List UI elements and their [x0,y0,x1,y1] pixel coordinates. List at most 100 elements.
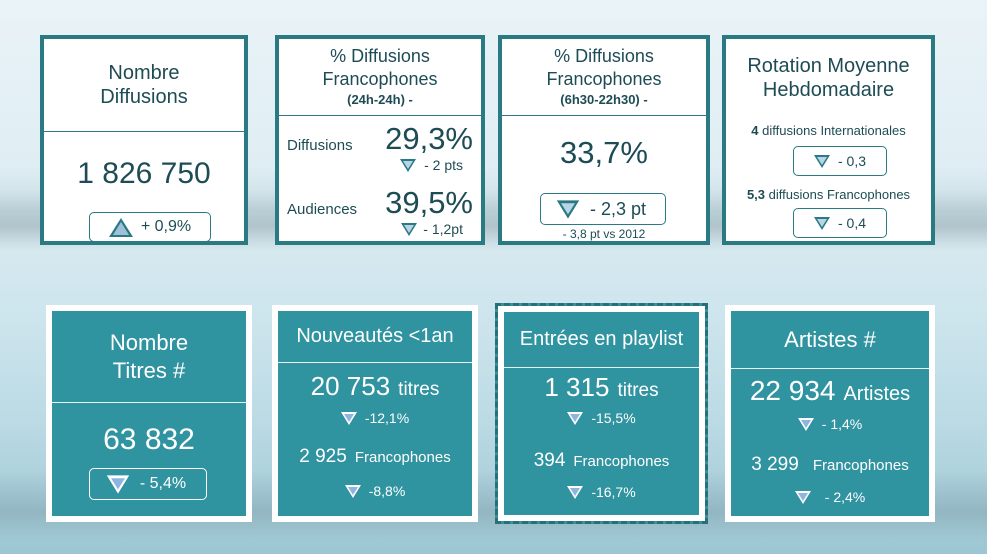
delta-value: -16,7% [591,484,636,500]
delta-value: - 1,4% [821,416,863,432]
secondary-unit: Francophones [812,457,909,474]
card-header: % Diffusions Francophones (6h30-22h30) - [502,39,706,116]
rotation-row-label: 4 diffusions Internationales [726,123,931,138]
card-title: % Diffusions [554,46,654,66]
card-title: Francophones [322,69,438,89]
comparison-note: - 3,8 pt vs 2012 [562,227,646,241]
secondary-unit: Francophones [354,449,451,466]
delta-value: -15,5% [591,410,636,426]
secondary-metric: 3 299 Francophones [731,454,929,476]
main-unit: titres [617,380,659,401]
card-title: Nouveautés <1an [296,325,454,347]
rotation-label: diffusions Francophones [768,187,911,202]
main-metric: 20 753 titres [278,371,472,402]
card-title: Francophones [546,69,662,89]
kpi-value: 1 826 750 [77,157,211,190]
arrow-up-icon [108,217,133,237]
delta-value: - 0,3 [837,153,866,169]
main-unit: titres [398,379,440,400]
secondary-metric: 2 925 Francophones [278,446,472,468]
main-metric: 22 934 Artistes [731,375,929,407]
delta-value: - 0,4 [837,215,866,231]
card-header: Rotation Moyenne Hebdomadaire [726,39,931,117]
delta-badge: - 2,3 pt [540,193,666,225]
row-value: 39,5% [385,185,473,220]
card-title: Titres # [112,357,186,383]
secondary-delta: -8,8% [278,483,472,499]
secondary-value: 3 299 [751,454,799,475]
card-header: Nouveautés <1an [278,311,472,363]
arrow-down-icon [813,216,830,230]
secondary-value: 2 925 [299,446,347,467]
card-title: Hebdomadaire [762,79,895,101]
main-value: 20 753 [310,371,391,401]
row-value: 29,3% [385,121,473,156]
delta-badge: - 5,4% [89,468,207,500]
card-nombre-diffusions: Nombre Diffusions 1 826 750 + 0,9% [40,35,248,245]
arrow-down-icon [797,417,814,431]
row-label: Audiences [287,201,358,218]
secondary-delta: -16,7% [498,484,705,500]
arrow-down-icon [567,485,584,499]
card-header: Artistes # [731,311,929,369]
card-title: Diffusions [100,86,188,108]
card-entrees-playlist[interactable]: Entrées en playlist 1 315 titres -15,5% 3… [495,303,708,524]
row-label: Diffusions [287,137,353,154]
arrow-down-icon [400,158,417,172]
delta-value: - 2 pts [424,157,463,173]
delta-badge: + 0,9% [89,212,211,242]
rotation-count: 5,3 [746,187,766,202]
row-delta: - 2 pts [400,157,463,173]
arrow-down-icon [556,199,580,219]
arrow-down-icon [344,484,361,498]
card-header: Nombre Titres # [52,311,246,403]
secondary-value: 394 [533,450,566,471]
delta-value: - 5,4% [139,475,187,492]
main-unit: Artistes [843,383,911,405]
card-rotation-moyenne: Rotation Moyenne Hebdomadaire 4 diffusio… [722,35,935,245]
delta-value: - 2,3 pt [589,198,647,219]
card-artistes: Artistes # 22 934 Artistes - 1,4% 3 299 Fr… [725,305,935,522]
main-value: 1 315 [544,372,610,402]
card-subtitle: (24h-24h) - [347,92,413,107]
card-nouveautes: Nouveautés <1an 20 753 titres -12,1% 2 92… [272,305,478,522]
card-title: Nombre [109,329,189,355]
arrow-down-icon [340,411,357,425]
kpi-value: 63 832 [103,423,195,456]
card-subtitle: (6h30-22h30) - [560,92,648,107]
card-title: Entrées en playlist [519,328,684,350]
secondary-metric: 394 Francophones [498,450,705,472]
arrow-down-icon [813,154,830,168]
rotation-count: 4 [751,123,759,138]
delta-value: -8,8% [368,483,406,499]
arrow-down-icon [106,474,130,494]
card-title: Nombre [108,62,180,84]
secondary-unit: Francophones [573,453,670,470]
card-title: % Diffusions [330,46,430,66]
card-header: Nombre Diffusions [44,39,244,132]
card-header: % Diffusions Francophones (24h-24h) - [279,39,481,116]
delta-value: - 1,2pt [423,221,463,237]
card-diffusions-francophones-6h30: % Diffusions Francophones (6h30-22h30) -… [498,35,710,245]
row-delta: - 1,2pt [401,221,463,237]
card-title: Artistes # [784,326,876,352]
rotation-label: diffusions Internationales [762,123,906,138]
delta-value: + 0,9% [140,218,192,235]
delta-badge: - 0,4 [793,208,887,238]
main-value: 22 934 [749,375,836,406]
delta-badge: - 0,3 [793,146,887,176]
arrow-down-icon [794,490,811,504]
card-title: Rotation Moyenne [747,55,910,77]
secondary-delta: - 2,4% [731,489,929,505]
kpi-value: 33,7% [560,135,648,170]
main-delta: -12,1% [278,410,472,426]
delta-value: - 2,4% [824,489,866,505]
delta-value: -12,1% [364,410,410,426]
card-nombre-titres: Nombre Titres # 63 832 - 5,4% [46,305,252,522]
rotation-row-label: 5,3 diffusions Francophones [726,187,931,202]
card-diffusions-francophones-24h: % Diffusions Francophones (24h-24h) - Di… [275,35,485,245]
arrow-down-icon [401,222,418,236]
main-metric: 1 315 titres [498,372,705,403]
arrow-down-icon [567,411,584,425]
card-header: Entrées en playlist [504,312,699,368]
